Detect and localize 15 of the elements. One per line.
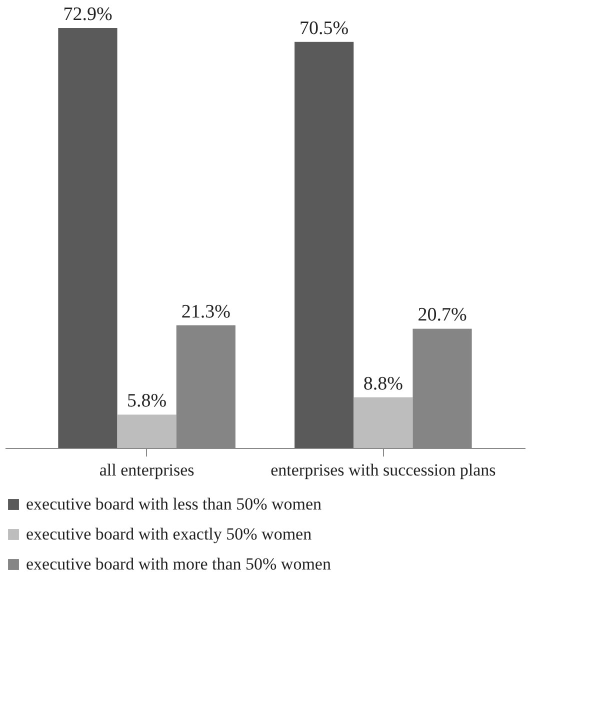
data-label: 20.7% — [418, 304, 467, 326]
bar — [354, 397, 413, 448]
bar — [117, 414, 176, 448]
bar — [58, 28, 118, 448]
data-label: 72.9% — [63, 4, 112, 25]
data-label: 8.8% — [363, 373, 404, 394]
legend-label: executive board with less than 50% women — [26, 494, 322, 514]
data-label: 70.5% — [300, 18, 349, 39]
x-tick-label: enterprises with succession plans — [270, 460, 496, 480]
legend-label: executive board with more than 50% women — [26, 554, 332, 574]
legend-label: executive board with exactly 50% women — [26, 524, 312, 544]
data-label: 21.3% — [181, 301, 231, 322]
data-label: 5.8% — [127, 390, 167, 412]
x-tick-label: all enterprises — [99, 460, 194, 480]
bar — [294, 42, 354, 448]
